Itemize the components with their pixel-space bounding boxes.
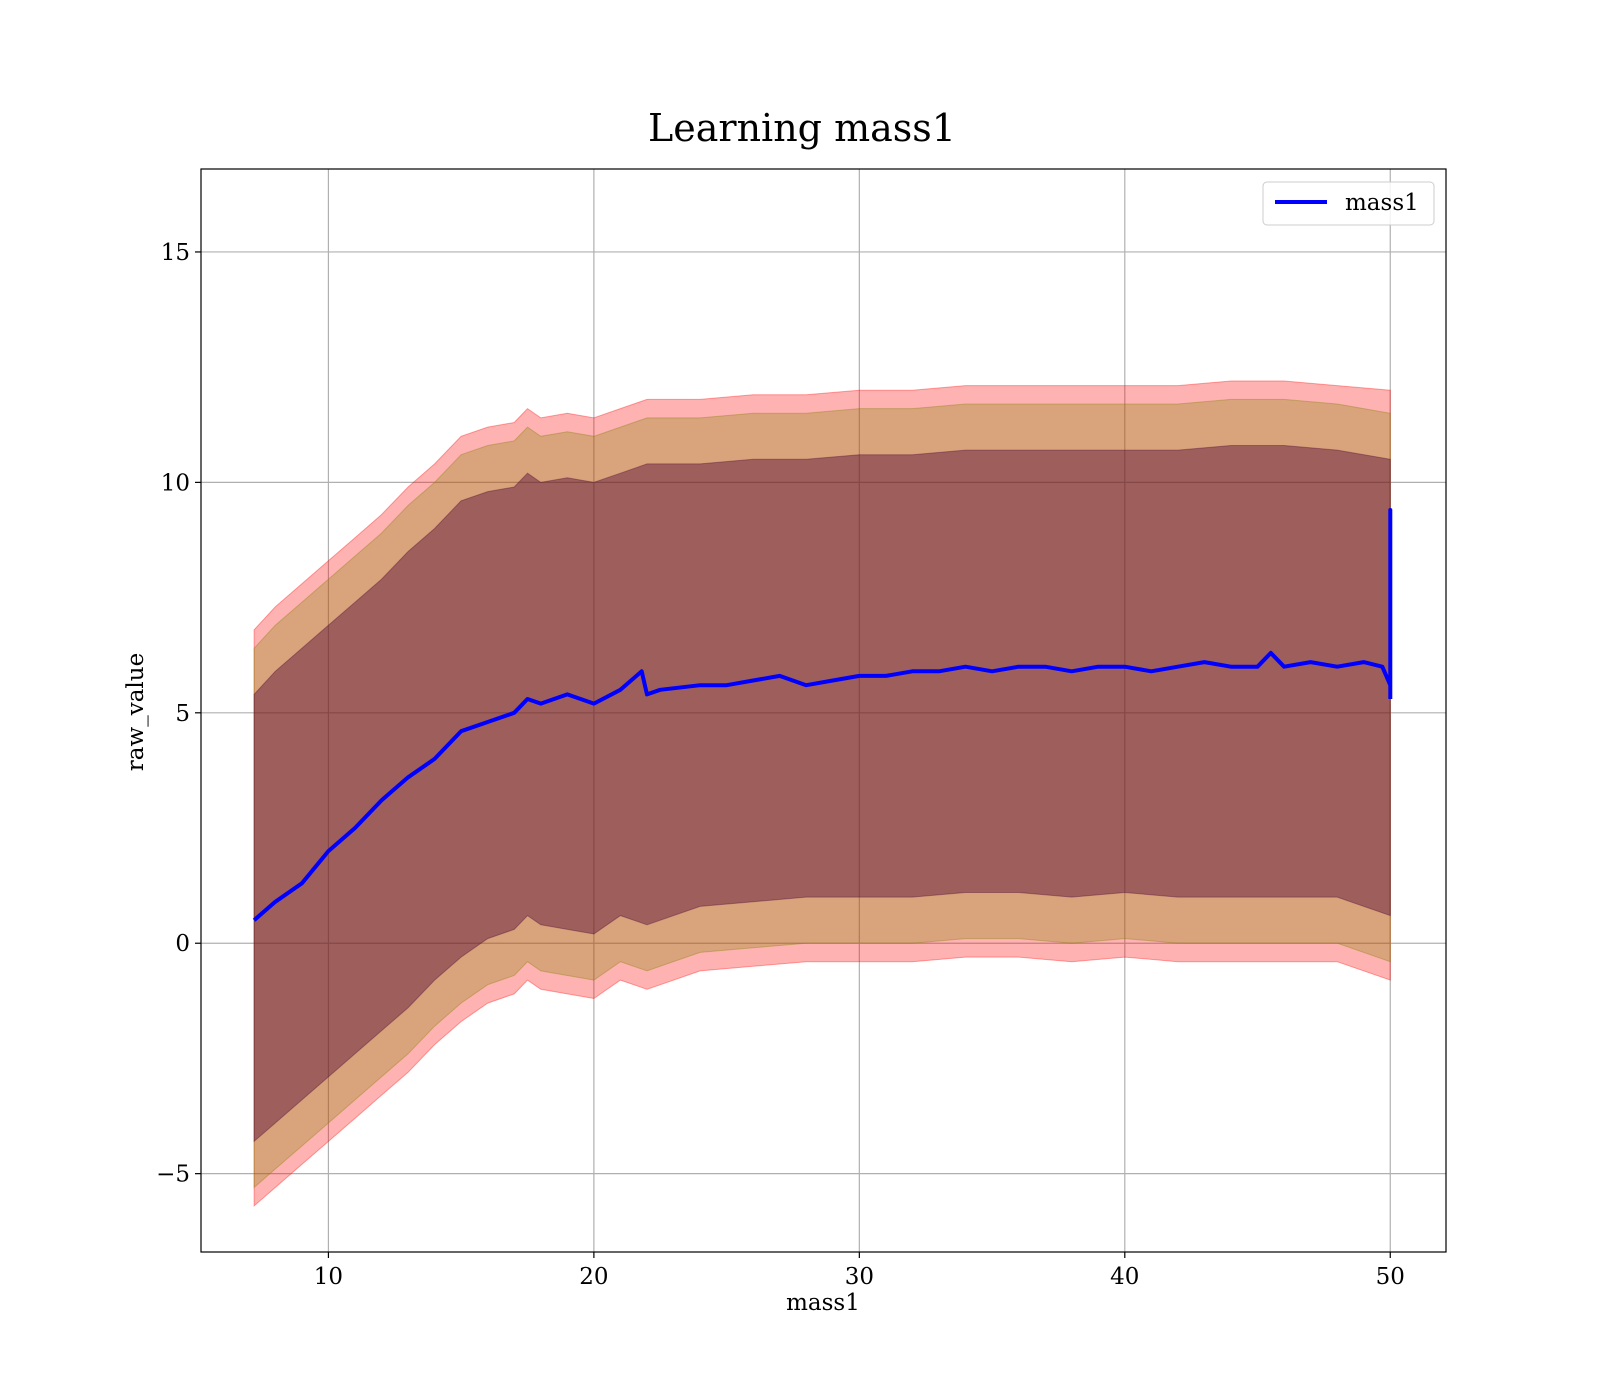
legend-box	[1262, 181, 1435, 226]
y-tick-label-1: 0	[175, 931, 190, 957]
grid	[201, 169, 1446, 1252]
chart-title: Learning mass1	[648, 106, 956, 150]
confidence-band-0	[253, 380, 1391, 1207]
x-tick-label-1: 20	[579, 1264, 608, 1290]
series-line-mass1	[252, 508, 1393, 922]
x-axis-label: mass1	[786, 1290, 860, 1316]
y-tick-label-0: −5	[156, 1162, 190, 1188]
x-tick-label-3: 40	[1110, 1264, 1139, 1290]
x-tick-label-4: 50	[1376, 1264, 1405, 1290]
x-tick-label-2: 30	[845, 1264, 874, 1290]
confidence-band-1	[253, 398, 1391, 1189]
legend: mass1	[1262, 181, 1435, 226]
x-tick-label-0: 10	[314, 1264, 343, 1290]
confidence-band-2	[253, 445, 1391, 1143]
y-tick-label-2: 5	[175, 701, 190, 727]
series-lines	[252, 508, 1393, 922]
plot-frame	[200, 168, 1447, 1253]
bands	[253, 380, 1391, 1207]
x-ticks: 10 20 30 40 50	[314, 1252, 1405, 1290]
y-tick-label-4: 15	[161, 240, 190, 266]
y-axis-label: raw_value	[123, 653, 149, 771]
legend-label-mass1: mass1	[1345, 190, 1419, 216]
y-tick-label-3: 10	[161, 470, 190, 496]
y-ticks: −5 0 5 10 15	[156, 240, 201, 1188]
